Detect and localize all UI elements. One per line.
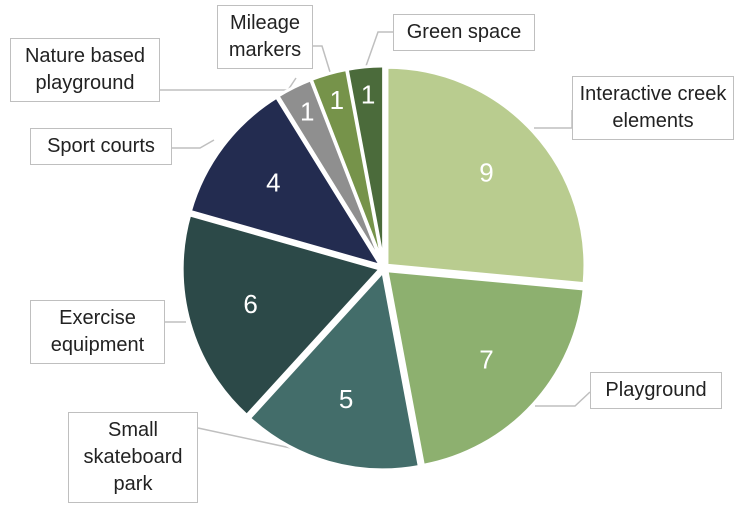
- value-label: 6: [243, 289, 257, 319]
- pie-slice: [345, 64, 386, 265]
- leader-line: [172, 139, 215, 149]
- leader-line: [160, 77, 297, 91]
- value-label: 1: [361, 79, 375, 109]
- category-label: Green space: [393, 14, 535, 51]
- value-label: 7: [479, 344, 493, 374]
- pie-slice: [180, 213, 383, 418]
- value-label: 4: [266, 167, 280, 197]
- value-label: 1: [330, 85, 344, 115]
- category-label: Playground: [590, 372, 722, 409]
- pie-slice: [247, 268, 422, 472]
- leader-line: [197, 427, 301, 451]
- value-label: 5: [339, 384, 353, 414]
- pie-slice: [385, 269, 586, 468]
- category-label: Nature based playground: [10, 38, 160, 102]
- leader-line: [365, 31, 393, 67]
- leader-line: [313, 45, 331, 73]
- leader-line: [535, 391, 591, 407]
- category-label: Sport courts: [30, 128, 172, 165]
- pie-slice: [385, 65, 587, 286]
- category-label: Interactive creek elements: [572, 76, 734, 140]
- pie-slice: [188, 95, 385, 269]
- category-label: Mileage markers: [217, 5, 313, 69]
- category-label: Exercise equipment: [30, 300, 165, 364]
- value-label: 9: [479, 157, 493, 187]
- leader-line: [534, 110, 573, 129]
- category-label: Small skateboard park: [68, 412, 198, 503]
- value-label: 1: [300, 97, 314, 127]
